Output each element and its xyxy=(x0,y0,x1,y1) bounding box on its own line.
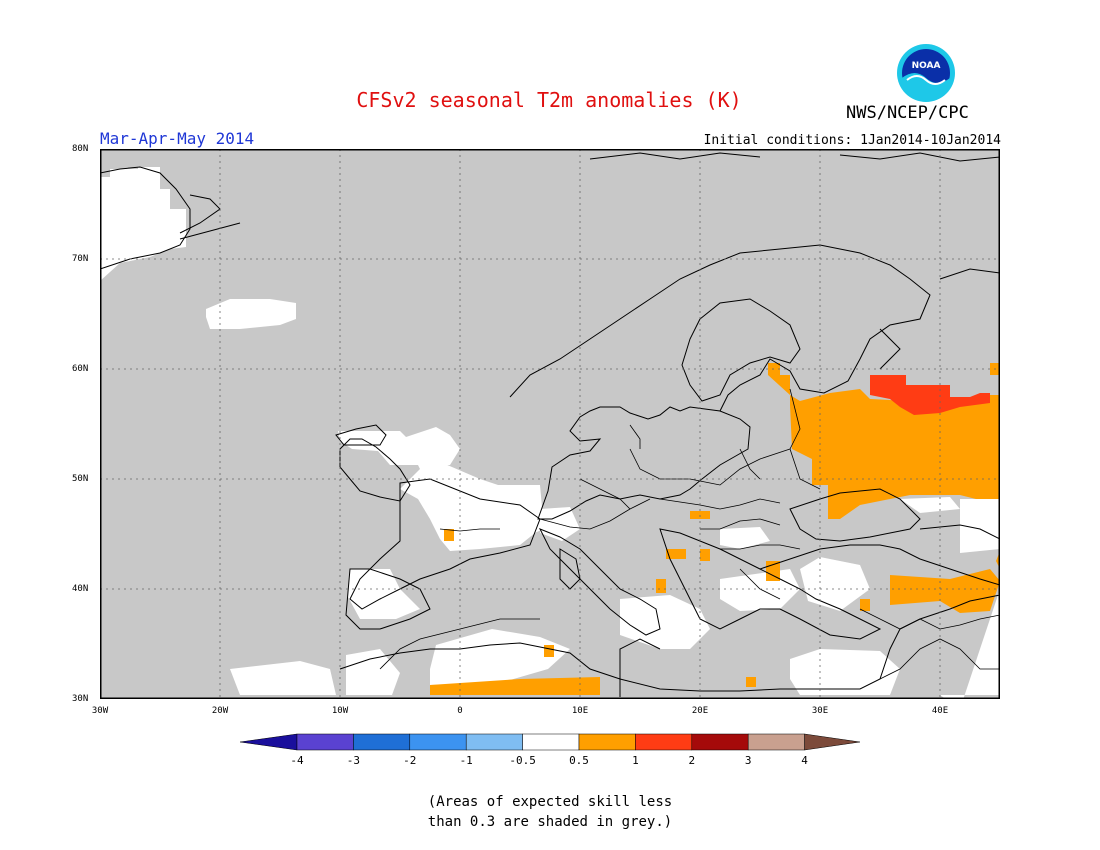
colorbar-tick-label: -1 xyxy=(459,754,473,767)
colorbar-tick-label: -3 xyxy=(346,754,361,767)
colorbar xyxy=(240,733,860,751)
skill-note-line-1: (Areas of expected skill less xyxy=(427,794,673,810)
graticule xyxy=(100,149,1000,699)
colorbar-tick-label: 4 xyxy=(801,754,808,767)
colorbar-cell xyxy=(296,733,354,751)
colorbar-tick-label: 1 xyxy=(632,754,639,767)
lon-label: 30E xyxy=(811,706,829,716)
colorbar-tick-label: -0.5 xyxy=(509,754,536,767)
lat-label: 60N xyxy=(72,364,89,374)
lon-label: 40E xyxy=(931,706,949,716)
logo-text: NOAA xyxy=(912,61,941,71)
colorbar-left-arrow xyxy=(240,733,298,751)
lon-label: 10W xyxy=(331,706,349,716)
map-frame xyxy=(100,149,1000,699)
skill-note-line-2: than 0.3 are shaded in grey.) xyxy=(427,814,673,830)
lon-label: 10E xyxy=(571,706,589,716)
colorbar-cell xyxy=(353,733,411,751)
colorbar-cell xyxy=(578,733,636,751)
coastlines xyxy=(100,152,1000,697)
colorbar-cell xyxy=(522,733,580,751)
iceland-white-area xyxy=(206,299,296,329)
colorbar-cell xyxy=(465,733,523,751)
lat-label: 30N xyxy=(72,694,89,704)
lon-label: 0 xyxy=(457,706,463,716)
lat-label: 70N xyxy=(72,254,89,264)
western-europe-white-area xyxy=(230,427,1000,699)
colorbar-cell xyxy=(635,733,693,751)
lat-label: 40N xyxy=(72,584,89,594)
lon-label: 20W xyxy=(211,706,229,716)
colorbar-cell xyxy=(409,733,467,751)
skill-note: (Areas of expected skill less than 0.3 a… xyxy=(0,792,1100,832)
colorbar-cell xyxy=(747,733,805,751)
colorbar-cell xyxy=(691,733,749,751)
map-title: CFSv2 seasonal T2m anomalies (K) xyxy=(356,88,742,112)
colorbar-right-arrow xyxy=(804,733,860,751)
lat-label: 80N xyxy=(72,144,89,154)
colorbar-tick-label: -2 xyxy=(403,754,417,767)
initial-conditions-label: Initial conditions: 1Jan2014-10Jan2014 xyxy=(703,133,1001,148)
organization-label: NWS/NCEP/CPC xyxy=(846,103,969,123)
colorbar-tick-label: 0.5 xyxy=(569,754,589,767)
colorbar-tick-label: 3 xyxy=(744,754,752,767)
warm-anomaly-red xyxy=(870,375,990,415)
colorbar-tick-label: -4 xyxy=(290,754,304,767)
period-label: Mar-Apr-May 2014 xyxy=(100,129,255,148)
lon-label: 20E xyxy=(691,706,709,716)
colorbar-tick-label: 2 xyxy=(688,754,696,767)
lon-label: 30W xyxy=(91,706,109,716)
anomaly-map xyxy=(100,149,1000,699)
greenland-white-area xyxy=(100,167,186,281)
lat-label: 50N xyxy=(72,474,89,484)
country-borders xyxy=(379,388,1000,680)
noaa-logo: NOAA xyxy=(897,44,955,102)
